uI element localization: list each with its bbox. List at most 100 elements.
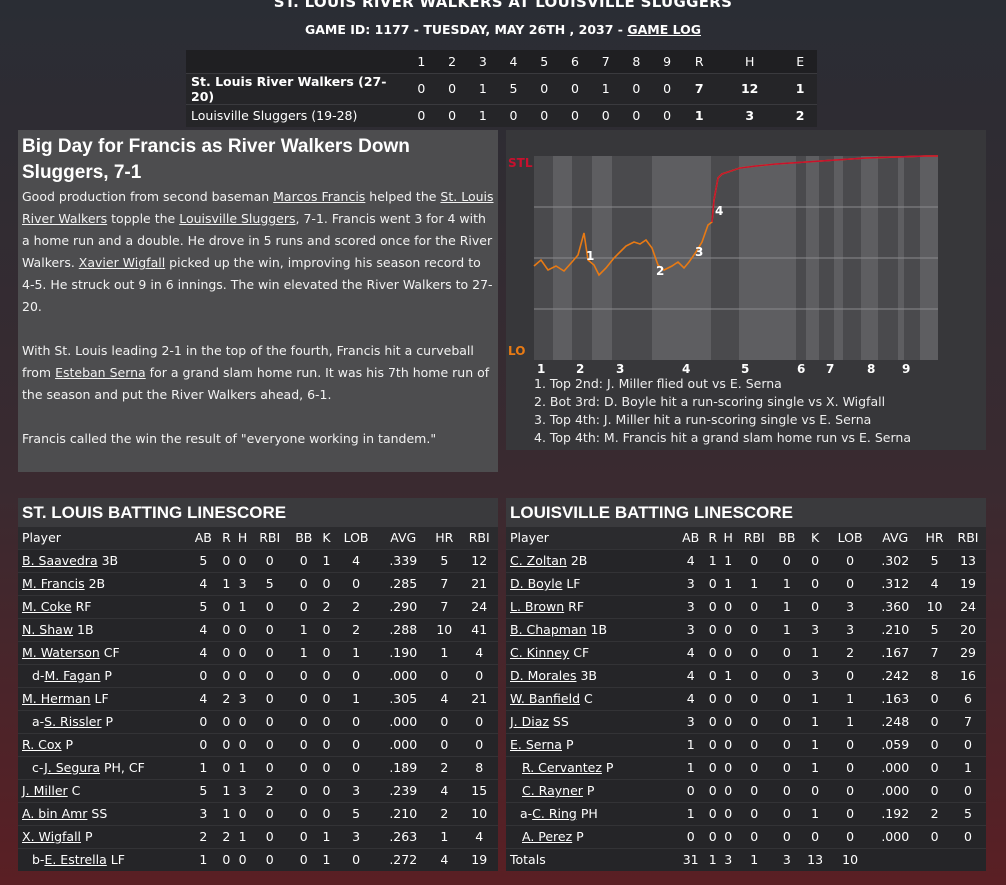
game-log-link[interactable]: GAME LOG [627, 22, 701, 37]
team-link-lou[interactable]: Louisville Sluggers [179, 211, 296, 226]
stat-cell: 0 [319, 801, 334, 825]
player-cell: R. Cox P [18, 732, 188, 756]
stat-cell: 0 [288, 663, 320, 687]
stat-cell: 4 [188, 640, 219, 664]
stat-cell: 1 [801, 732, 829, 756]
stat-cell: 3 [676, 571, 706, 595]
stat-cell: 0 [218, 847, 235, 871]
stat-cell: 3 [676, 617, 706, 641]
player-link[interactable]: J. Diaz [510, 714, 549, 729]
player-link[interactable]: M. Herman [22, 691, 91, 706]
stat-cell: 1 [801, 801, 829, 825]
win-probability-svg: STL LO 1 2 3 4 5 6 7 8 9 1 2 3 4 [508, 155, 938, 376]
player-cell: C. Rayner P [506, 778, 676, 802]
player-link[interactable]: M. Coke [22, 599, 72, 614]
stat-cell: 3 [828, 617, 872, 641]
player-link[interactable]: C. Rayner [522, 783, 583, 798]
linescore-col-h: H [716, 50, 784, 73]
player-link[interactable]: X. Wigfall [22, 829, 82, 844]
stat-cell: 5 [333, 801, 379, 825]
player-link[interactable]: D. Morales [510, 668, 577, 683]
player-link[interactable]: E. Estrella [44, 852, 107, 868]
stat-cell: 1 [234, 594, 251, 618]
player-link[interactable]: R. Cervantez [522, 760, 602, 775]
stat-cell: 0 [250, 847, 289, 871]
player-position: RF [71, 599, 92, 614]
game-recap: Big Day for Francis as River Walkers Dow… [18, 130, 498, 472]
player-link[interactable]: M. Francis [22, 576, 85, 591]
stat-cell: 4 [676, 548, 706, 572]
stat-cell: 4 [676, 686, 706, 710]
stat-cell: 4 [676, 640, 706, 664]
player-link[interactable]: S. Rissler [44, 714, 102, 729]
table-row: a-S. Rissler P 0 0 0 0 0 0 0.000 0 0 [18, 709, 498, 733]
player-position: 3B [97, 553, 119, 568]
batting-col-bb: BB [288, 527, 320, 549]
batting-col-player: Player [506, 527, 676, 549]
player-link[interactable]: A. Perez [522, 829, 573, 844]
stat-cell: 1 [319, 824, 334, 848]
player-link[interactable]: N. Shaw [22, 622, 74, 637]
player-link[interactable]: C. Kinney [510, 645, 570, 660]
player-cell: d-M. Fagan P [18, 663, 188, 687]
stat-cell: 7 [428, 571, 461, 595]
stat-cell: 0 [460, 663, 498, 687]
stat-cell: 1 [720, 663, 737, 687]
recap-headline: Big Day for Francis as River Walkers Dow… [22, 136, 410, 183]
player-cell: B. Chapman 1B [506, 617, 676, 641]
stat-cell: .285 [378, 571, 429, 595]
linescore-col-9: 9 [651, 50, 683, 73]
total-cell: 1 [705, 847, 721, 871]
player-link-wigfall[interactable]: Xavier Wigfall [78, 255, 166, 270]
player-link[interactable]: A. bin Amr [22, 806, 88, 821]
stat-cell: .000 [378, 663, 429, 687]
player-link[interactable]: W. Banfield [510, 691, 581, 706]
linescore-inning-value: 0 [498, 103, 529, 127]
linescore-col-7: 7 [590, 50, 622, 73]
stat-cell: .290 [378, 594, 429, 618]
player-link[interactable]: D. Boyle [510, 576, 563, 591]
linescore-hits: 12 [716, 72, 784, 104]
player-link[interactable]: C. Zoltan [510, 553, 567, 568]
stat-cell: 7 [950, 709, 986, 733]
player-link[interactable]: C. Ring [532, 806, 577, 821]
stat-cell: .000 [378, 732, 429, 756]
stat-cell: 0 [705, 732, 721, 756]
stat-cell: 0 [188, 663, 219, 687]
total-cell [950, 847, 986, 871]
text: picked up the win, improving his season … [22, 255, 493, 314]
stat-cell: 0 [801, 778, 829, 802]
player-link[interactable]: M. Waterson [22, 645, 100, 660]
game-subtitle: GAME ID: 1177 - TUESDAY, MAY 26TH , 2037… [0, 22, 1006, 37]
table-row: J. Diaz SS 3 0 0 0 0 1 1.248 0 7 [506, 709, 986, 733]
stat-cell: 0 [720, 755, 737, 779]
stl-batting-title: ST. LOUIS BATTING LINESCORE [18, 498, 498, 527]
player-cell: a-C. Ring PH [506, 801, 676, 825]
text: for a grand slam home run. It was his 7t… [22, 365, 490, 402]
batting-col-k: K [801, 527, 829, 549]
player-link[interactable]: J. Segura [44, 760, 101, 775]
linescore-col-3: 3 [467, 50, 499, 73]
player-link[interactable]: B. Saavedra [22, 553, 98, 568]
stat-cell: 0 [705, 778, 721, 802]
player-link-francis[interactable]: Marcos Francis [273, 189, 366, 204]
player-link[interactable]: L. Brown [510, 599, 565, 614]
team-link-stl[interactable]: St. Louis River Walkers [22, 189, 494, 226]
stat-cell: 0 [919, 755, 951, 779]
player-link[interactable]: E. Serna [510, 737, 562, 752]
player-link[interactable]: B. Chapman [510, 622, 587, 637]
player-link[interactable]: J. Miller [22, 783, 68, 798]
player-link[interactable]: M. Fagan [44, 668, 101, 683]
stat-cell: 10 [460, 801, 498, 825]
player-cell: M. Herman LF [18, 686, 188, 710]
stat-cell: 0 [428, 732, 461, 756]
batting-col-hr: HR [919, 527, 951, 549]
stat-cell: 24 [460, 594, 498, 618]
stat-cell: 3 [234, 571, 251, 595]
player-link-serna[interactable]: Esteban Serna [55, 365, 146, 380]
player-cell: M. Waterson CF [18, 640, 188, 664]
player-position: P [101, 714, 114, 729]
stat-cell: 3 [333, 778, 379, 802]
player-position: C [67, 783, 81, 798]
player-link[interactable]: R. Cox [22, 737, 62, 752]
